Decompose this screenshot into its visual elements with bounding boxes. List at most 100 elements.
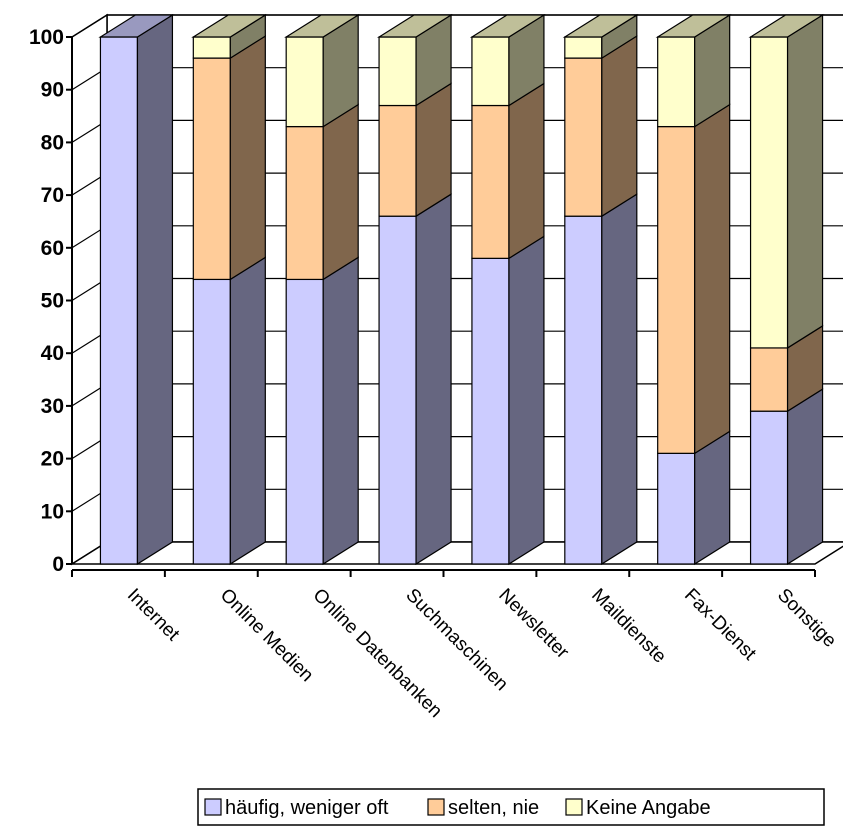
legend-box <box>197 788 825 826</box>
bar-side <box>508 235 545 566</box>
bar-side <box>322 256 359 566</box>
category-label-internet: Internet <box>123 585 184 646</box>
bar-segment-keine-angabe <box>285 13 359 128</box>
bar-top <box>562 14 639 38</box>
bar-front <box>657 125 696 454</box>
bar-side <box>694 430 731 566</box>
bar-side <box>694 103 731 455</box>
y-tick-label: 90 <box>41 79 64 102</box>
bar-segment-selten-nie <box>471 82 545 260</box>
bar-top <box>98 14 175 38</box>
bar-stack-maildienste <box>562 13 639 566</box>
bar-front <box>564 215 603 565</box>
bar-segment-keine-angabe <box>378 13 452 107</box>
bar-stack-online-medien <box>191 13 268 566</box>
category-label-fax-dienst: Fax-Dienst <box>680 585 760 665</box>
bar-stack-online-datenbanken <box>284 13 361 566</box>
legend-label: selten, nie <box>448 797 539 819</box>
bar-top <box>655 14 732 38</box>
bar-front <box>657 36 696 128</box>
bar-segment-h-ufig-weniger-oft <box>471 235 545 566</box>
legend-item-h-ufig-weniger-oft: häufig, weniger oft <box>204 797 389 819</box>
y-tick-label: 70 <box>41 184 64 207</box>
legend-swatch <box>204 798 222 816</box>
bar-top <box>376 14 454 38</box>
bar-side <box>136 13 174 566</box>
bar-segment-h-ufig-weniger-oft <box>285 256 359 566</box>
legend-item-keine-angabe: Keine Angabe <box>565 797 711 819</box>
bar-top <box>469 14 547 38</box>
bar-front <box>564 57 603 217</box>
legend-label: häufig, weniger oft <box>225 797 389 819</box>
bar-stack-internet <box>98 13 175 566</box>
y-tick-label: 0 <box>52 553 64 576</box>
bar-segment-selten-nie <box>285 103 359 281</box>
bar-front <box>471 36 510 107</box>
bar-front <box>285 125 324 281</box>
bar-front <box>285 278 324 565</box>
bar-front <box>378 36 417 107</box>
bar-front <box>749 36 789 349</box>
chart-bars <box>98 13 825 566</box>
y-tick-label: 100 <box>29 26 64 49</box>
bar-segment-keine-angabe <box>749 13 824 350</box>
bar-segment-selten-nie <box>378 82 452 218</box>
bar-front <box>192 57 231 281</box>
bar-front <box>564 36 603 59</box>
bar-side <box>415 193 452 566</box>
bar-front <box>471 257 510 565</box>
bar-segment-keine-angabe <box>657 13 731 128</box>
bar-front <box>749 410 789 565</box>
bar-side <box>322 103 359 281</box>
y-tick-label: 30 <box>41 395 64 418</box>
bar-stack-newsletter <box>469 13 547 566</box>
bar-front <box>99 36 139 565</box>
bar-front <box>378 215 417 565</box>
bar-segment-keine-angabe <box>471 13 545 107</box>
bar-front <box>749 347 789 412</box>
y-tick-label: 40 <box>41 342 64 365</box>
bar-side <box>508 82 545 260</box>
bar-segment-selten-nie <box>564 34 638 218</box>
y-tick-label: 60 <box>41 237 64 260</box>
y-tick-label: 10 <box>41 500 64 523</box>
bar-front <box>378 104 417 217</box>
bar-segment-h-ufig-weniger-oft <box>99 13 174 566</box>
bar-segment-selten-nie <box>657 103 731 455</box>
bar-top <box>191 14 268 38</box>
bar-segment-selten-nie <box>192 34 266 281</box>
legend-swatch <box>565 798 583 816</box>
bar-front <box>192 36 231 59</box>
bar-side <box>229 256 266 566</box>
y-tick-label: 80 <box>41 131 64 154</box>
bar-side <box>229 34 266 281</box>
bar-side <box>786 13 824 350</box>
bar-top <box>284 14 361 38</box>
category-label-newsletter: Newsletter <box>494 585 573 664</box>
bar-stack-sonstige <box>748 13 825 566</box>
bar-segment-keine-angabe <box>192 13 266 60</box>
category-label-online-medien: Online Medien <box>216 585 317 686</box>
bar-side <box>601 34 638 218</box>
y-tick-label: 50 <box>41 290 64 313</box>
bar-stack-suchmaschinen <box>376 13 454 566</box>
bar-segment-h-ufig-weniger-oft <box>378 193 452 566</box>
category-label-maildienste: Maildienste <box>587 585 670 668</box>
legend-item-selten-nie: selten, nie <box>427 797 539 819</box>
bar-side <box>601 193 638 566</box>
legend-label: Keine Angabe <box>586 797 711 819</box>
bar-side <box>415 82 452 218</box>
bar-top <box>748 14 825 38</box>
legend-swatch <box>427 798 445 816</box>
category-label-sonstige: Sonstige <box>773 585 840 652</box>
bar-side <box>786 388 824 566</box>
bar-segment-h-ufig-weniger-oft <box>564 193 638 566</box>
bar-front <box>285 36 324 128</box>
bar-front <box>471 104 510 259</box>
bar-segment-h-ufig-weniger-oft <box>749 388 824 566</box>
bar-stack-fax-dienst <box>655 13 732 566</box>
y-tick-label: 20 <box>41 448 64 471</box>
chart-legend: häufig, weniger oft selten, nie Keine Anga… <box>197 788 825 826</box>
bar-segment-h-ufig-weniger-oft <box>657 430 731 566</box>
